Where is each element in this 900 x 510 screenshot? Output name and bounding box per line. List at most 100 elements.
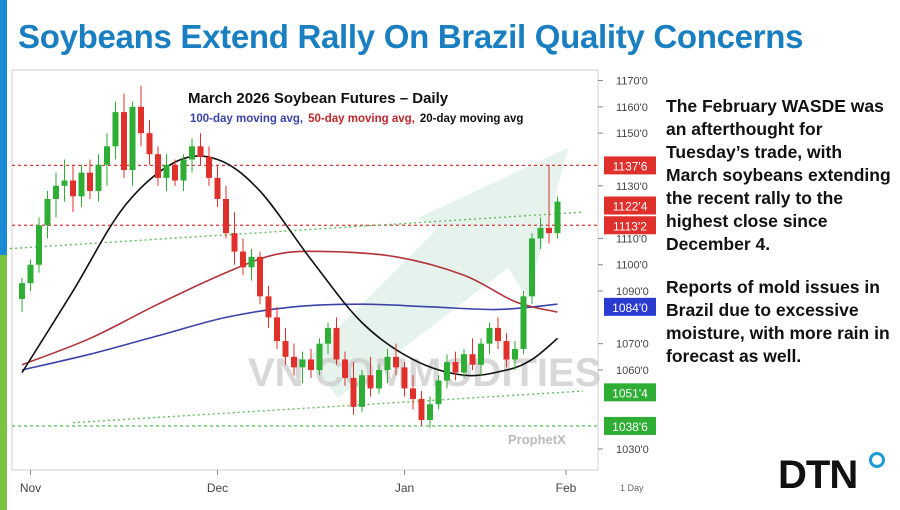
headline: Soybeans Extend Rally On Brazil Quality … (18, 18, 804, 55)
candle-body (282, 341, 289, 357)
legend-entry: 100-day moving avg, (190, 113, 303, 125)
price-tag-box (604, 216, 656, 235)
price-tag-box (604, 156, 656, 175)
candle-body (104, 146, 110, 165)
y-tick-label: 1170'0 (616, 76, 648, 88)
candle-body (384, 356, 391, 370)
date-axis: Nov Dec Jan Feb 1 Day (20, 470, 644, 495)
candle-body (274, 317, 280, 342)
price-tag-label: 1122'4 (613, 200, 648, 214)
watermark: VN COMMODITIES ProphetX (248, 148, 601, 447)
y-tick-label: 1130'0 (616, 181, 648, 193)
candle-body (172, 164, 178, 181)
chart-title: March 2026 Soybean Futures – Daily (188, 90, 449, 107)
price-tag-box (604, 196, 656, 215)
legend-entry: 50-day moving avg, (308, 113, 415, 125)
candle-body (95, 164, 102, 192)
candle-body (248, 256, 255, 268)
candle-body (461, 354, 467, 373)
candle-body (308, 359, 314, 370)
accent-bar-top (0, 0, 7, 255)
candle-body (27, 264, 34, 284)
price-tag-label: 1137'6 (613, 159, 648, 173)
candle-body (36, 225, 42, 265)
candle-body (325, 327, 331, 344)
candle-body (435, 380, 442, 405)
candle-body (427, 404, 433, 420)
candle-body (240, 251, 246, 268)
soybean-futures-chart: VN COMMODITIES ProphetX 1170'0 1160'0 1150'… (8, 69, 656, 495)
candle-body (78, 172, 85, 197)
candle-body (138, 106, 144, 134)
watermark-arrow-shape (308, 148, 568, 398)
candle-body (401, 367, 408, 389)
candle-body (393, 356, 399, 368)
candle-body (53, 185, 59, 199)
price-tag-label: 1038'6 (612, 420, 648, 434)
candle-body (554, 201, 561, 234)
candle-body (180, 159, 187, 181)
commentary: The February WASDE was an afterthought f… (666, 95, 896, 388)
candle-body (529, 238, 535, 297)
moving-average-50-day (21, 250, 558, 366)
candle-body (189, 146, 195, 160)
candle-body (376, 370, 382, 389)
candle-body (112, 112, 119, 147)
prophetx-logo: ProphetX (508, 432, 566, 447)
y-tick-label: 1110'0 (616, 233, 647, 245)
candlesticks (19, 85, 561, 428)
accent-bar-bottom (0, 255, 7, 510)
candle-body (129, 106, 136, 170)
legend-entry: 20-day moving avg (420, 113, 524, 125)
moving-averages (21, 155, 559, 377)
price-tag-box (604, 297, 656, 316)
candle-body (342, 359, 348, 378)
y-tick-label: 1060'0 (616, 365, 649, 377)
x-tick-label: Dec (207, 481, 228, 495)
candle-body (520, 296, 527, 349)
price-axis: 1170'0 1160'0 1150'0 1130'0 1110'0 1100'0 1090… (598, 76, 649, 456)
chart-legend: March 2026 Soybean Futures – Daily 100-d… (188, 90, 523, 125)
candle-body (44, 198, 51, 226)
candle-body (19, 283, 25, 299)
candle-body (478, 343, 484, 365)
price-tag-label: 1113'2 (613, 219, 647, 233)
trend-line (72, 390, 584, 424)
candle-body (410, 388, 416, 399)
candle-body (291, 356, 297, 368)
candle-body (155, 154, 161, 178)
candle-body (350, 377, 357, 407)
x-tick-label: Feb (556, 481, 577, 495)
candle-body (503, 341, 510, 360)
price-tag-box (604, 383, 656, 402)
y-tick-label: 1070'0 (616, 339, 649, 351)
candle-body (546, 227, 552, 234)
candle-body (367, 375, 374, 389)
y-tick-label: 1150'0 (616, 128, 648, 140)
candle-body (257, 256, 263, 297)
candle-body (163, 164, 170, 178)
candle-body (206, 156, 212, 178)
candle-body (418, 398, 425, 420)
candle-body (333, 327, 340, 360)
dtn-logo: DTN (778, 453, 858, 497)
price-tag-box (604, 416, 656, 435)
price-tag-label: 1084'0 (612, 301, 648, 315)
candle-body (359, 375, 365, 407)
candle-body (316, 343, 323, 370)
y-tick-label: 1100'0 (616, 260, 648, 272)
y-tick-label: 1160'0 (616, 102, 648, 114)
candle-body (146, 133, 153, 155)
candle-body (512, 348, 518, 360)
y-tick-label: 1090'0 (616, 286, 649, 298)
candle-body (70, 180, 76, 197)
candle-body (444, 362, 450, 381)
commentary-paragraph-1: The February WASDE was an afterthought f… (666, 96, 891, 254)
candle-body (486, 327, 493, 344)
candle-body (214, 177, 221, 199)
candle-body (495, 327, 501, 342)
x-tick-label: Nov (20, 481, 41, 495)
candle-body (452, 362, 459, 373)
period-label: 1 Day (620, 483, 644, 493)
price-tags: 1137'6 1122'4 1113'2 1084'0 1051'4 1038'6 (604, 156, 656, 435)
